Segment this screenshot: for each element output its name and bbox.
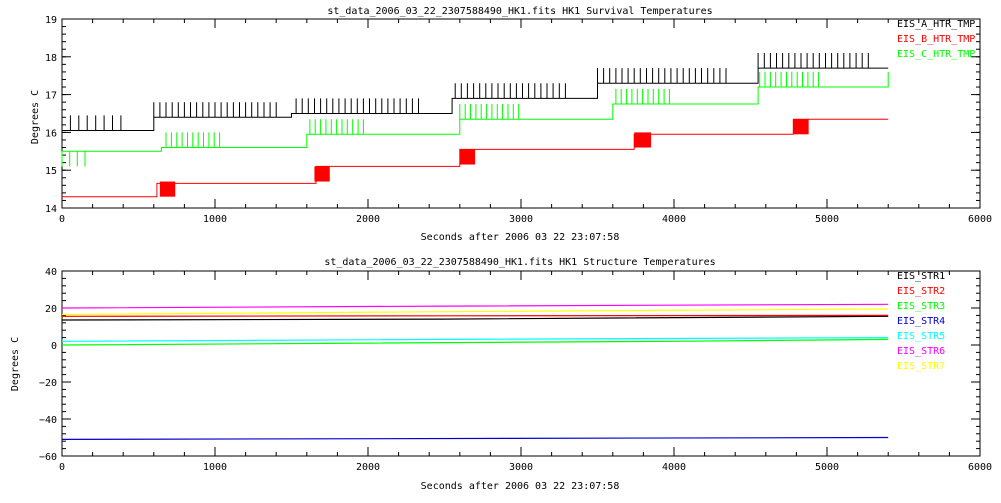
legend-entry-eis-str7: EIS_STR7 bbox=[897, 361, 945, 372]
series-spikes-eis-c-htr-tmp bbox=[759, 71, 820, 87]
x-tick-label: 6000 bbox=[968, 462, 992, 473]
series-spikes-eis-c-htr-tmp bbox=[309, 119, 364, 135]
legend: EIS_STR1 EIS_STR2 EIS_STR3 EIS_STR4 EIS_STR5… bbox=[897, 271, 945, 372]
structure-temperatures-panel: st_data_2006_03_22_2307588490_HK1.fits H… bbox=[10, 257, 992, 492]
y-tick-label: −40 bbox=[39, 415, 57, 426]
series-block-eis-b-htr-tmp bbox=[459, 149, 476, 165]
x-tick-label: 5000 bbox=[815, 462, 839, 473]
series-spikes-eis-a-htr-tmp bbox=[295, 98, 419, 114]
y-tick-label: 15 bbox=[45, 166, 57, 177]
legend-entry-eis-str1: EIS_STR1 bbox=[897, 271, 945, 282]
axes: 0 1000 2000 3000 4000 5000 6000 14 15 16 17 18 19 bbox=[45, 15, 992, 225]
y-tick-label: 16 bbox=[45, 128, 57, 139]
series-line-eis-str4 bbox=[61, 436, 889, 440]
series-block-eis-b-htr-tmp bbox=[793, 119, 809, 135]
series-spikes-eis-a-htr-tmp bbox=[454, 83, 566, 99]
x-tick-label: 1000 bbox=[203, 462, 227, 473]
series-line-eis-str2 bbox=[61, 314, 889, 317]
series-line-eis-str7 bbox=[61, 308, 889, 316]
series-spikes-eis-a-htr-tmp bbox=[61, 115, 122, 131]
legend-entry-eis-b-htr-tmp: EIS_B_HTR_TMP bbox=[897, 34, 975, 45]
plot-frame bbox=[61, 270, 981, 457]
y-tick-label: 0 bbox=[51, 341, 57, 352]
series-spikes-eis-c-htr-tmp bbox=[459, 104, 520, 120]
y-axis-label: Degrees C bbox=[30, 90, 41, 144]
series-line-eis-str1 bbox=[61, 315, 889, 321]
series-line-eis-b-htr-tmp bbox=[62, 118, 889, 198]
y-tick-label: 17 bbox=[45, 91, 57, 102]
series-spikes-eis-c-htr-tmp bbox=[615, 88, 670, 104]
x-tick-label: 0 bbox=[59, 462, 65, 473]
series-block-eis-b-htr-tmp bbox=[314, 166, 330, 182]
chart-title: st_data_2006_03_22_2307588490_HK1.fits H… bbox=[324, 257, 715, 268]
y-tick-label: −20 bbox=[39, 378, 57, 389]
y-axis-label: Degrees C bbox=[10, 337, 21, 391]
x-tick-label: 3000 bbox=[509, 214, 533, 225]
series-spikes-eis-a-htr-tmp bbox=[597, 68, 727, 84]
x-tick-label: 6000 bbox=[968, 214, 992, 225]
legend-entry-eis-str6: EIS_STR6 bbox=[897, 346, 945, 357]
x-tick-label: 2000 bbox=[356, 462, 380, 473]
x-axis-label: Seconds after 2006 03 22 23:07:58 bbox=[421, 232, 620, 243]
plot-area bbox=[61, 303, 889, 440]
legend-entry-eis-str4: EIS_STR4 bbox=[897, 316, 945, 327]
legend: EIS_A_HTR_TMP EIS_B_HTR_TMP EIS_C_HTR_TMP bbox=[897, 19, 975, 60]
y-tick-label: −60 bbox=[39, 452, 57, 463]
series-line-eis-str5 bbox=[61, 337, 889, 342]
x-tick-label: 4000 bbox=[662, 214, 686, 225]
legend-entry-eis-str3: EIS_STR3 bbox=[897, 301, 945, 312]
series-line-eis-str3 bbox=[61, 338, 889, 346]
series-block-eis-b-htr-tmp bbox=[634, 132, 652, 148]
series-spikes-eis-c-htr-tmp bbox=[61, 151, 86, 167]
series-line-eis-c-htr-tmp bbox=[62, 71, 889, 152]
axes: 0 1000 2000 3000 4000 5000 6000 −60 −40 −20 0 20 40 bbox=[39, 267, 992, 473]
legend-entry-eis-a-htr-tmp: EIS_A_HTR_TMP bbox=[897, 19, 975, 30]
x-tick-label: 2000 bbox=[356, 214, 380, 225]
x-tick-label: 3000 bbox=[509, 462, 533, 473]
series-block-eis-b-htr-tmp bbox=[159, 181, 176, 197]
legend-entry-eis-str5: EIS_STR5 bbox=[897, 331, 945, 342]
y-tick-label: 19 bbox=[45, 15, 57, 26]
series-line-eis-a-htr-tmp bbox=[62, 67, 889, 131]
legend-entry-eis-str2: EIS_STR2 bbox=[897, 286, 945, 297]
legend-entry-eis-c-htr-tmp: EIS_C_HTR_TMP bbox=[897, 49, 975, 60]
series-line-eis-str6 bbox=[61, 303, 889, 309]
series-spikes-eis-a-htr-tmp bbox=[757, 53, 869, 69]
chart-title: st_data_2006_03_22_2307588490_HK1.fits H… bbox=[327, 6, 712, 17]
plot-area bbox=[61, 53, 889, 198]
y-tick-label: 40 bbox=[45, 267, 57, 278]
x-tick-label: 4000 bbox=[662, 462, 686, 473]
x-axis-label: Seconds after 2006 03 22 23:07:58 bbox=[421, 481, 620, 492]
y-tick-label: 20 bbox=[45, 304, 57, 315]
survival-temperatures-panel: st_data_2006_03_22_2307588490_HK1.fits H… bbox=[30, 6, 992, 243]
series-spikes-eis-a-htr-tmp bbox=[153, 102, 277, 118]
x-tick-label: 1000 bbox=[203, 214, 227, 225]
plot-frame bbox=[61, 18, 981, 209]
x-tick-label: 5000 bbox=[815, 214, 839, 225]
x-tick-label: 0 bbox=[59, 214, 65, 225]
series-spikes-eis-c-htr-tmp bbox=[165, 132, 221, 148]
y-tick-label: 18 bbox=[45, 53, 57, 64]
y-tick-label: 14 bbox=[45, 204, 57, 215]
